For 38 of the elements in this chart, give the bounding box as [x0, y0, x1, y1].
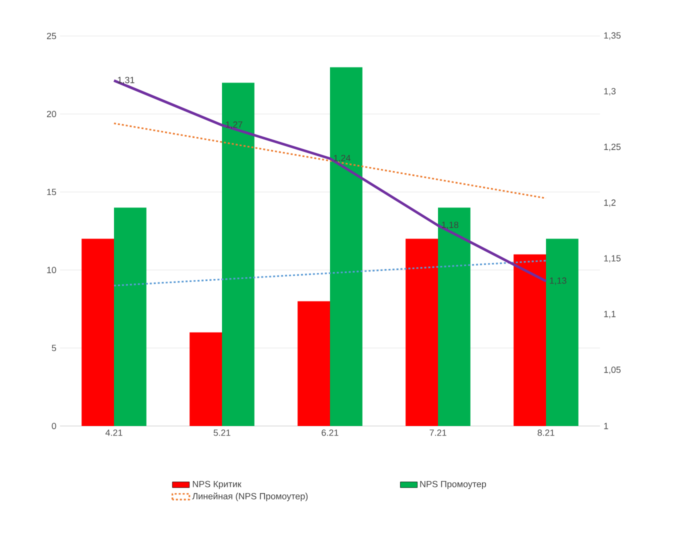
y-tick-label: 0 — [52, 422, 56, 430]
y2-tick-label: 1,3 — [604, 88, 616, 96]
legend-label: Линейная (NPS Промоутер) — [192, 492, 308, 502]
bar — [514, 254, 546, 426]
bar — [82, 238, 114, 426]
y-tick-label: 5 — [52, 344, 56, 352]
y2-tick-label: 1,15 — [604, 255, 621, 263]
bar — [222, 82, 254, 426]
y2-tick-label: 1 — [604, 422, 608, 430]
bar — [298, 301, 330, 426]
y2-tick-label: 1,25 — [604, 144, 621, 152]
bar — [438, 208, 470, 426]
y-tick-label: 10 — [47, 266, 56, 274]
data-label: 1,18 — [442, 222, 458, 230]
y2-tick-label: 1,1 — [604, 310, 616, 318]
x-tick-label: 4.21 — [105, 430, 122, 436]
data-label: 1,27 — [226, 121, 242, 129]
legend-label: NPS Промоутер — [420, 480, 486, 490]
data-label: 1,13 — [550, 277, 566, 285]
bar — [190, 332, 222, 426]
y2-tick-label: 1,05 — [604, 366, 621, 374]
legend-label: NPS Критик — [192, 480, 242, 490]
x-tick-label: 7.21 — [430, 430, 446, 436]
bar — [330, 67, 362, 426]
y-tick-label: 15 — [47, 188, 56, 196]
y2-tick-label: 1,35 — [604, 32, 621, 40]
bar — [114, 208, 146, 426]
data-label: 1,24 — [334, 154, 350, 162]
x-tick-label: 6.21 — [322, 430, 338, 436]
bar — [406, 238, 438, 426]
line-series — [113, 260, 547, 286]
data-label: 1,31 — [118, 76, 134, 84]
y-tick-label: 20 — [46, 110, 56, 118]
y2-tick-label: 1,2 — [604, 199, 616, 207]
x-tick-label: 5.21 — [214, 430, 230, 436]
bar — [546, 238, 578, 426]
y-tick-label: 25 — [46, 32, 56, 40]
x-tick-label: 8.21 — [538, 430, 554, 436]
